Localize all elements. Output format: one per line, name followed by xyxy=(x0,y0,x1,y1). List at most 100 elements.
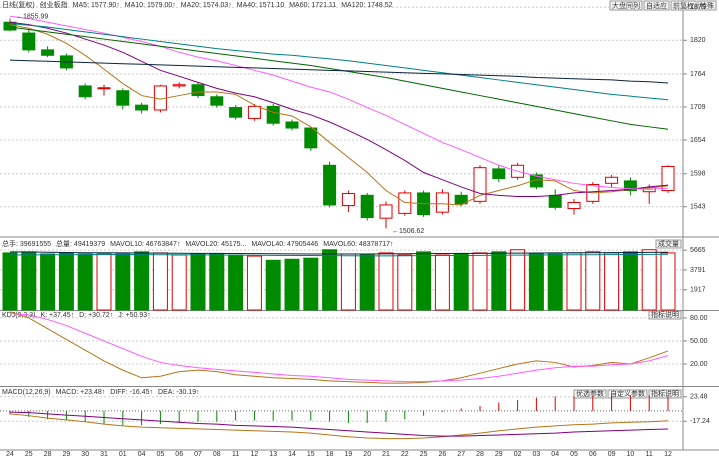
x-tick-label: 25 xyxy=(420,451,428,458)
header-text: 总手: 39691555 xyxy=(2,239,51,248)
candle-body xyxy=(285,121,299,129)
volume-bar xyxy=(434,254,450,311)
x-tick-label: 04 xyxy=(138,451,146,458)
y-tick-label: 20.00 xyxy=(690,361,708,368)
candle-body xyxy=(473,167,487,202)
panel-button-label[interactable]: 优选参数 xyxy=(576,389,604,398)
x-tick-label: 01 xyxy=(119,451,127,458)
panel-button[interactable] xyxy=(648,389,682,399)
x-tick-label: 09 xyxy=(608,451,616,458)
candle-body xyxy=(97,87,111,90)
panel-button[interactable] xyxy=(573,389,607,399)
volume-bar xyxy=(660,252,676,311)
volume-bar xyxy=(322,249,338,311)
candle-body xyxy=(191,84,205,97)
x-tick-label: 31 xyxy=(100,451,108,458)
y-tick-label: 1820 xyxy=(690,37,706,44)
candle-body xyxy=(135,104,149,111)
volume-bar xyxy=(416,251,432,311)
candle-body xyxy=(548,194,562,208)
toolbar-label[interactable]: 大盘同列 xyxy=(612,1,640,10)
candle-body xyxy=(529,174,543,188)
panel-button[interactable] xyxy=(648,310,682,320)
x-tick-label: 29 xyxy=(495,451,503,458)
volume-bar xyxy=(246,255,262,311)
toolbar-button[interactable] xyxy=(670,0,697,11)
annotation: ←1855.99 xyxy=(16,13,48,20)
ma-line xyxy=(9,24,669,206)
indicator-line xyxy=(9,311,669,384)
x-tick-label: 26 xyxy=(439,451,447,458)
volume-bar xyxy=(566,252,582,311)
candle-body xyxy=(379,204,393,219)
panel-button[interactable] xyxy=(607,389,648,399)
header-text: DIFF: -16.45↑ xyxy=(110,389,153,396)
candle-body xyxy=(41,49,55,56)
x-tick-label: 30 xyxy=(81,451,89,458)
volume-bar xyxy=(359,254,375,311)
volume-bar xyxy=(641,249,657,311)
header-text: MAVOL60: 48378717↑ xyxy=(323,241,393,248)
volume-bar xyxy=(340,253,356,311)
header-text: 创业板指 xyxy=(40,0,68,9)
x-tick-label: 08 xyxy=(213,451,221,458)
panel-button-label[interactable]: 指标说明 xyxy=(651,310,679,319)
y-tick-label: 23.48 xyxy=(690,394,708,401)
toolbar-button[interactable] xyxy=(643,0,670,11)
toolbar-label[interactable]: 前复权 xyxy=(673,1,694,10)
volume-bar xyxy=(585,251,601,311)
x-tick-label: 15 xyxy=(307,451,315,458)
x-tick-label: 11 xyxy=(646,451,653,458)
volume-bar xyxy=(40,253,56,311)
candle-body xyxy=(266,105,280,124)
y-tick-label: 80.00 xyxy=(690,315,708,322)
candle-body xyxy=(341,193,355,207)
candle-body xyxy=(304,127,318,149)
candle-body xyxy=(454,194,468,205)
candle-body xyxy=(492,168,506,180)
x-tick-label: 22 xyxy=(401,451,409,458)
panel-button-label[interactable]: 自定义参数 xyxy=(610,389,645,398)
toolbar-button[interactable] xyxy=(697,0,717,11)
volume-bar xyxy=(528,253,544,311)
candle-body xyxy=(623,180,637,192)
x-tick-label: 18 xyxy=(326,451,334,458)
x-tick-label: 12 xyxy=(664,451,672,458)
toolbar-label[interactable]: 特殊 xyxy=(700,1,714,10)
ma-line xyxy=(9,59,669,84)
candle-body xyxy=(247,105,261,119)
x-tick-label: 28 xyxy=(476,451,484,458)
volume-bar xyxy=(96,253,112,311)
x-tick-label: 27 xyxy=(457,451,465,458)
volume-bar xyxy=(622,251,638,311)
header-text: 总量: 49419379 xyxy=(56,239,105,248)
x-tick-label: 21 xyxy=(382,451,390,458)
indicator-line xyxy=(9,413,669,440)
candle-body xyxy=(567,202,581,210)
candle-body xyxy=(116,90,130,106)
x-tick-label: 03 xyxy=(533,451,541,458)
x-tick-label: 19 xyxy=(345,451,353,458)
x-tick-label: 11 xyxy=(232,451,239,458)
header-text: 日线(复权) xyxy=(2,0,35,9)
panel-button-label[interactable]: 指标说明 xyxy=(651,389,679,398)
toolbar-label[interactable]: 自适应 xyxy=(646,1,667,10)
volume-bar xyxy=(134,251,150,311)
header-text: MA40: 1571.10 xyxy=(237,2,285,9)
y-tick-label: 1543 xyxy=(690,204,706,211)
volume-bar xyxy=(604,252,620,311)
panel-button-label[interactable]: 成交量 xyxy=(658,239,679,248)
toolbar-button[interactable] xyxy=(609,0,643,11)
candle-body xyxy=(661,165,675,192)
x-tick-label: 28 xyxy=(44,451,52,458)
volume-bar xyxy=(510,249,526,311)
header-text: MA5: 1577.90↑ xyxy=(73,2,120,9)
header-text: DEA: -30.19↑ xyxy=(158,389,200,396)
candle-body xyxy=(229,107,243,118)
y-tick-label: 5665 xyxy=(690,247,706,254)
panel-button[interactable] xyxy=(655,239,682,249)
volume-bar xyxy=(77,253,93,311)
header-text: D: +30.72↑ xyxy=(79,312,113,319)
volume-bar xyxy=(547,253,563,311)
x-tick-label: 29 xyxy=(63,451,71,458)
